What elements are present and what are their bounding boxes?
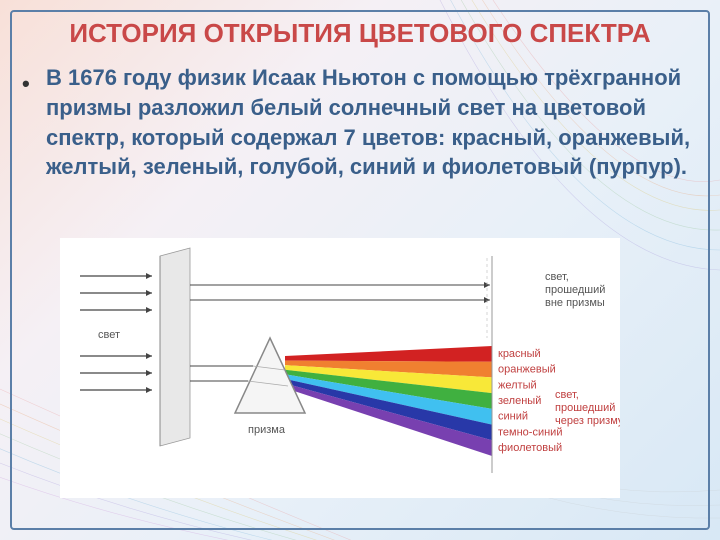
label-thr2: прошедший bbox=[555, 402, 615, 414]
color-label-0: красный bbox=[498, 348, 541, 360]
prism-diagram-svg: светпризмасвет,прошедшийвне призмысвет,п… bbox=[60, 238, 620, 498]
label-out1: свет, bbox=[545, 271, 569, 283]
color-label-4: синий bbox=[498, 411, 528, 423]
color-label-5: темно-синий bbox=[498, 426, 562, 438]
slide-body: • В 1676 году физик Исаак Ньютон с помощ… bbox=[18, 63, 702, 182]
prism-diagram: светпризмасвет,прошедшийвне призмысвет,п… bbox=[60, 238, 620, 498]
label-thr1: свет, bbox=[555, 389, 579, 401]
label-light: свет bbox=[98, 329, 120, 341]
label-prism: призма bbox=[248, 424, 286, 436]
color-label-1: оранжевый bbox=[498, 364, 556, 376]
color-label-6: фиолетовый bbox=[498, 442, 562, 454]
label-out2: прошедший bbox=[545, 284, 605, 296]
color-label-2: желтый bbox=[498, 379, 537, 391]
body-text: В 1676 году физик Исаак Ньютон с помощью… bbox=[46, 65, 690, 179]
slide-title: ИСТОРИЯ ОТКРЫТИЯ ЦВЕТОВОГО СПЕКТРА bbox=[18, 18, 702, 49]
label-thr3: через призму bbox=[555, 415, 620, 427]
bullet-icon: • bbox=[22, 69, 30, 99]
color-label-3: зеленый bbox=[498, 395, 541, 407]
label-out3: вне призмы bbox=[545, 297, 605, 309]
